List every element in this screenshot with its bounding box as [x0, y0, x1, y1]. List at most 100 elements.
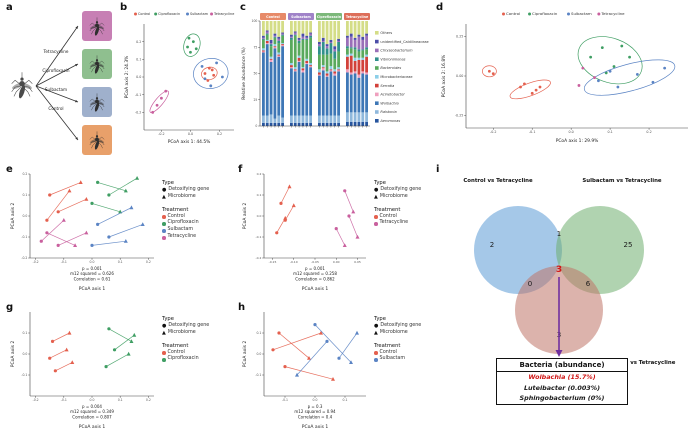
panel-label-i: i — [436, 164, 440, 175]
color-swatch — [374, 358, 378, 362]
svg-text:PCoA axis 1: 29.9%: PCoA axis 1: 29.9% — [556, 138, 599, 144]
legend-type-title: Type — [162, 180, 174, 186]
svg-text:0.1: 0.1 — [607, 130, 612, 134]
legend-treatment-item: Control — [162, 214, 236, 221]
svg-text:0.2: 0.2 — [646, 130, 651, 134]
svg-text:Bacteroides: Bacteroides — [380, 66, 401, 70]
venn-box-title: Bacteria (abundance) — [497, 359, 627, 372]
taxa-legend-item: Aeromonas — [375, 119, 400, 123]
svg-text:Sulbactam: Sulbactam — [291, 15, 311, 19]
venn-box-item-1: Luteibacter (0.003%) — [523, 383, 601, 392]
panel-b: -0.2 0.0 0.2 -0.2 -0.1 0.0 0.1 0.2 PCoA axis 1: … — [120, 2, 238, 162]
svg-text:Control: Control — [506, 11, 520, 16]
panel-a: Tetracycline Ciprofloxacin Sulbactam Contro… — [6, 2, 118, 162]
svg-text:-0.2: -0.2 — [490, 130, 496, 134]
svg-text:Acinetobacter: Acinetobacter — [379, 93, 405, 97]
svg-text:-0.2: -0.2 — [33, 260, 39, 264]
svg-text:2: 2 — [490, 241, 494, 249]
taxa-legend-item: Microbacteriaceae — [375, 75, 413, 79]
facet-header — [344, 13, 370, 20]
panel-label-f: f — [238, 164, 243, 175]
svg-text:Serratia: Serratia — [380, 84, 394, 88]
svg-text:-0.15: -0.15 — [269, 260, 277, 264]
svg-text:Ciprofloxacin: Ciprofloxacin — [158, 12, 180, 16]
svg-text:0.2: 0.2 — [22, 172, 27, 176]
legend-item-ciprofloxacin: Ciprofloxacin — [528, 11, 558, 16]
legend-treatment-item: Tetracycline — [162, 234, 236, 241]
circle-marker-icon: ● — [374, 323, 379, 329]
panel-label-a: a — [6, 2, 13, 13]
svg-text:Others: Others — [380, 31, 392, 35]
svg-text:Ciprofloxacin: Ciprofloxacin — [42, 68, 70, 73]
pcoa-plot-b: -0.2 0.0 0.2 -0.2 -0.1 0.0 0.1 0.2 PCoA axis 1: … — [124, 12, 234, 145]
legend-f: Type ● Detoxifying gene ▲ Microbiome Treatmen… — [374, 180, 434, 227]
svg-text:PCoA axis 1: PCoA axis 1 — [79, 424, 106, 430]
svg-text:25: 25 — [253, 98, 257, 102]
svg-text:Correlation = 0.61: Correlation = 0.61 — [74, 276, 111, 281]
svg-text:Control: Control — [138, 12, 150, 16]
venn-box: Bacteria (abundance) Wolbachia (15.7%) L… — [496, 358, 628, 405]
facet-header — [260, 13, 286, 20]
color-swatch — [162, 222, 166, 226]
legend-type-item: ● Detoxifying gene — [374, 187, 422, 193]
legend-type-title: Type — [374, 316, 386, 322]
taxa-legend-item: unidentified_Caldilineaceae — [375, 39, 429, 44]
taxa-legend-item: Serratia — [375, 83, 394, 88]
svg-text:m12 squared = 0.94: m12 squared = 0.94 — [294, 409, 336, 414]
arrow-icon — [75, 137, 78, 140]
triangle-marker-icon: ▲ — [162, 330, 166, 337]
legend-item-sulbactam: Sulbactam — [186, 12, 209, 16]
svg-text:0: 0 — [528, 280, 532, 288]
svg-text:0.2: 0.2 — [136, 40, 141, 44]
mosquito-icon — [89, 17, 105, 36]
legend-treatment-item: Ciprofloxacin — [162, 220, 236, 227]
color-swatch — [374, 215, 378, 219]
svg-text:0.1: 0.1 — [118, 260, 123, 264]
svg-text:0.1: 0.1 — [257, 193, 262, 197]
legend-type-item: ● Detoxifying gene — [162, 323, 210, 329]
svg-text:PCoA axis 2: PCoA axis 2 — [10, 203, 16, 230]
color-swatch — [162, 358, 166, 362]
venn-box-item-2: Sphingobacterium (0%) — [519, 394, 605, 403]
svg-text:Control: Control — [48, 106, 63, 111]
svg-text:PCoA axis 1: PCoA axis 1 — [79, 286, 106, 292]
color-swatch — [374, 222, 378, 226]
legend-treatment-item: Control — [374, 214, 434, 221]
panel-label-h: h — [238, 302, 246, 313]
svg-text:0.2: 0.2 — [257, 172, 262, 176]
mosquito-icon — [89, 55, 105, 74]
svg-text:Ciprofloxacin vs Tetracycline: Ciprofloxacin vs Tetracycline — [589, 360, 676, 366]
svg-text:0.05: 0.05 — [354, 260, 361, 264]
color-swatch — [162, 236, 166, 240]
svg-text:-0.10: -0.10 — [290, 260, 298, 264]
svg-text:-0.1: -0.1 — [282, 398, 288, 402]
svg-text:0.2: 0.2 — [146, 260, 151, 264]
arrow-icon — [75, 26, 78, 29]
svg-text:PCoA axis 1: 44.5%: PCoA axis 1: 44.5% — [168, 139, 211, 145]
svg-text:-0.1: -0.1 — [255, 373, 261, 377]
svg-text:0.1: 0.1 — [22, 331, 27, 335]
svg-text:PCoA axis 1: PCoA axis 1 — [302, 424, 329, 430]
svg-text:m12 squared = 0.626: m12 squared = 0.626 — [70, 271, 114, 276]
legend-type-item: ● Detoxifying gene — [162, 187, 210, 193]
triangle-marker-icon: ▲ — [162, 194, 166, 201]
legend-item-tetracycline: Tetracycline — [210, 12, 234, 16]
svg-text:m12 squared = 0.349: m12 squared = 0.349 — [70, 409, 114, 414]
legend-type-item: ● Detoxifying gene — [374, 323, 422, 329]
venn-box-item-0: Wolbachia (15.7%) — [528, 373, 596, 381]
taxa-legend-item: Chryseobacterium — [375, 48, 413, 53]
stacked-bar-chart: 0 25 50 75 100 Relative abundance (%) Control S… — [241, 13, 429, 128]
panel-i: Control vs Tetracycline Sulbactam vs Tetr… — [436, 164, 698, 438]
legend-treatment-title: Treatment — [162, 342, 189, 349]
legend-treatment-title: Treatment — [162, 206, 189, 213]
svg-text:0.00: 0.00 — [456, 74, 463, 78]
pcoa-plot-d: -0.2 -0.1 0.0 0.1 0.2 -0.25 0.00 0.25 PCoA axis … — [441, 11, 688, 144]
svg-text:Tetracycline: Tetracycline — [346, 15, 369, 19]
svg-text:-0.2: -0.2 — [135, 110, 141, 114]
arrow-icon — [75, 64, 78, 67]
svg-text:-0.1: -0.1 — [21, 235, 27, 239]
svg-text:0.0: 0.0 — [136, 75, 141, 79]
legend-type-title: Type — [374, 180, 386, 186]
legend-item-tetracycline: Tetracycline — [597, 11, 625, 16]
color-swatch — [162, 351, 166, 355]
